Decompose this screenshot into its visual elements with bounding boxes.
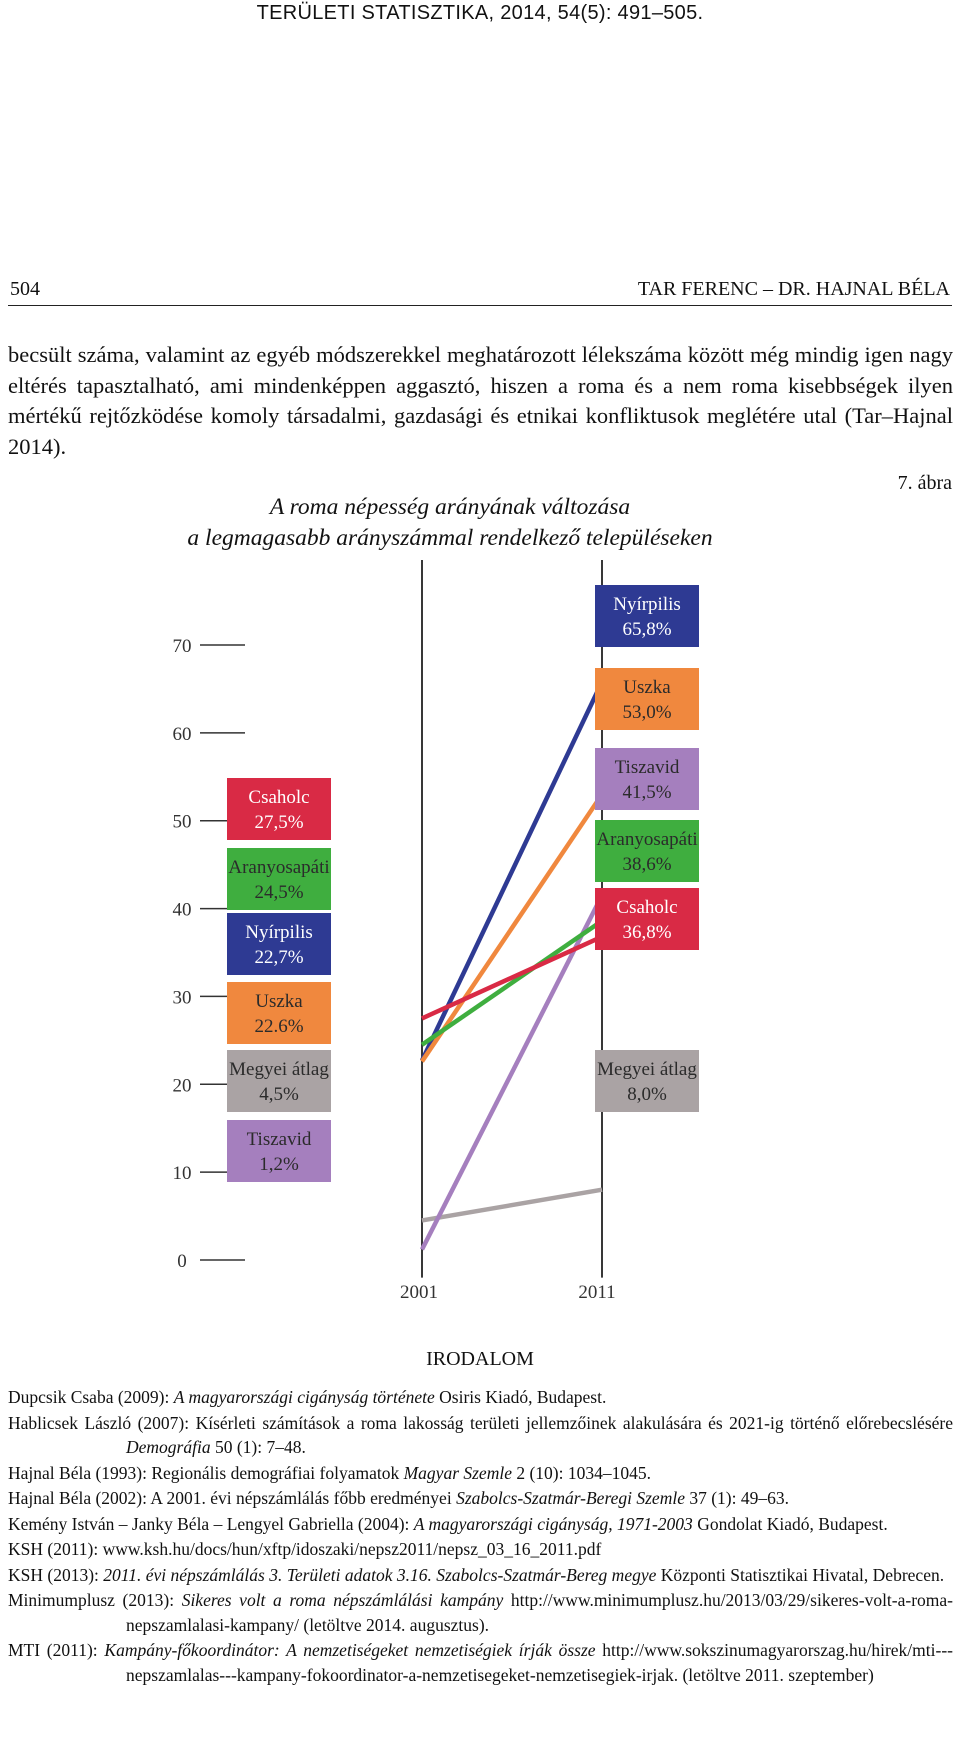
y-tick-label: 60 bbox=[173, 724, 192, 745]
x-tick-label: 2011 bbox=[578, 1282, 615, 1303]
reference-title: Szabolcs-Szatmár-Beregi Szemle bbox=[456, 1488, 685, 1508]
series-label-box bbox=[595, 1050, 699, 1112]
series-label-value: 53,0% bbox=[622, 702, 671, 723]
page-number: 504 bbox=[10, 278, 40, 300]
reference-item: Hajnal Béla (1993): Regionális demográfi… bbox=[8, 1461, 953, 1486]
series-label-box bbox=[595, 888, 699, 950]
series-label-box bbox=[595, 748, 699, 810]
reference-text: Hajnal Béla (2002): A 2001. évi népszáml… bbox=[8, 1488, 457, 1508]
series-label-box bbox=[595, 585, 699, 647]
reference-text: MTI (2011): bbox=[8, 1640, 105, 1660]
series-label-name: Aranyosapáti bbox=[228, 857, 329, 878]
references-list: Dupcsik Csaba (2009): A magyarországi ci… bbox=[8, 1385, 953, 1688]
reference-item: KSH (2011): www.ksh.hu/docs/hun/xftp/ido… bbox=[8, 1537, 953, 1562]
series-label-value: 36,8% bbox=[622, 922, 671, 943]
series-label-name: Uszka bbox=[623, 677, 671, 698]
series-label-name: Nyírpilis bbox=[613, 594, 681, 615]
series-label-name: Tiszavid bbox=[615, 757, 680, 778]
series-label-value: 65,8% bbox=[622, 619, 671, 640]
series-label-box bbox=[227, 1050, 331, 1112]
series-label-name: Tiszavid bbox=[247, 1129, 312, 1150]
journal-header: TERÜLETI STATISZTIKA, 2014, 54(5): 491–5… bbox=[256, 2, 704, 24]
reference-text: Hajnal Béla (1993): Regionális demográfi… bbox=[8, 1462, 404, 1483]
reference-title: A magyarországi cigányság története bbox=[173, 1387, 435, 1407]
reference-item: MTI (2011): Kampány-főkoordinátor: A nem… bbox=[8, 1638, 953, 1687]
figure-label: 7. ábra bbox=[897, 472, 952, 494]
y-tick-label: 70 bbox=[173, 636, 192, 657]
header-rule bbox=[8, 305, 952, 306]
series-label-value: 22,7% bbox=[254, 947, 303, 968]
reference-text: Hablicsek László (2007): Kísérleti számí… bbox=[8, 1412, 953, 1433]
series-label-box bbox=[595, 668, 699, 730]
reference-source: 2 (10): 1034–1045. bbox=[511, 1462, 652, 1483]
reference-item: Kemény István – Janky Béla – Lengyel Gab… bbox=[8, 1512, 953, 1537]
reference-source: 37 (1): 49–63. bbox=[684, 1488, 789, 1508]
reference-text: Minimumplusz (2013): bbox=[8, 1590, 182, 1610]
series-line-megyei-tlag bbox=[421, 1187, 603, 1223]
reference-title: Sikeres volt a roma népszámlálási kampán… bbox=[181, 1590, 504, 1610]
series-label-name: Megyei átlag bbox=[229, 1059, 329, 1080]
y-tick-label: 50 bbox=[173, 812, 192, 833]
reference-source: Gondolat Kiadó, Budapest. bbox=[692, 1513, 888, 1534]
reference-title: 2011. évi népszámlálás 3. Területi adato… bbox=[103, 1564, 657, 1585]
series-label-value: 22.6% bbox=[254, 1016, 303, 1037]
reference-title: Demográfia bbox=[126, 1437, 211, 1457]
series-label-box bbox=[227, 982, 331, 1044]
reference-item: Hajnal Béla (2002): A 2001. évi népszáml… bbox=[8, 1486, 953, 1511]
series-label-value: 38,6% bbox=[622, 854, 671, 875]
references-heading: IRODALOM bbox=[426, 1348, 534, 1370]
series-label-value: 41,5% bbox=[622, 782, 671, 803]
x-tick-label: 2001 bbox=[400, 1282, 438, 1303]
series-label-name: Aranyosapáti bbox=[596, 829, 697, 850]
series-label-box bbox=[227, 1120, 331, 1182]
series-label-box bbox=[227, 913, 331, 975]
body-paragraph: becsült száma, valamint az egyéb módszer… bbox=[8, 342, 953, 459]
reference-text: Kemény István – Janky Béla – Lengyel Gab… bbox=[8, 1513, 414, 1534]
reference-title: A magyarországi cigányság, 1971-2003 bbox=[413, 1513, 693, 1534]
series-label-value: 24,5% bbox=[254, 882, 303, 903]
y-tick-label: 0 bbox=[177, 1251, 187, 1272]
reference-text: KSH (2013): bbox=[8, 1564, 104, 1585]
series-label-box bbox=[595, 820, 699, 882]
series-label-value: 4,5% bbox=[259, 1084, 299, 1105]
reference-title: Magyar Szemle bbox=[403, 1462, 512, 1483]
figure-title: A roma népesség arányának változása a le… bbox=[0, 492, 960, 554]
reference-source: http://www.minimumplusz.hu/2013/03/29/si… bbox=[126, 1590, 953, 1635]
series-label-name: Csaholc bbox=[248, 787, 309, 808]
reference-item: KSH (2013): 2011. évi népszámlálás 3. Te… bbox=[8, 1563, 953, 1588]
series-label-value: 27,5% bbox=[254, 812, 303, 833]
series-label-name: Uszka bbox=[255, 991, 303, 1012]
y-tick-label: 10 bbox=[173, 1163, 192, 1184]
reference-text: Dupcsik Csaba (2009): bbox=[8, 1387, 174, 1407]
y-tick-label: 30 bbox=[173, 987, 192, 1008]
y-tick-label: 20 bbox=[173, 1075, 192, 1096]
series-line-uszka bbox=[420, 793, 604, 1063]
series-line-csaholc bbox=[421, 934, 603, 1021]
series-label-value: 1,2% bbox=[259, 1154, 299, 1175]
line-chart: %01020304050607020012011Csaholc27,5%Aran… bbox=[173, 560, 699, 1303]
series-label-value: 8,0% bbox=[627, 1084, 667, 1105]
series-line-tiszavid bbox=[419, 894, 605, 1251]
reference-source: Központi Statisztikai Hivatal, Debrecen. bbox=[656, 1564, 945, 1585]
figure-title-line-1: A roma népesség arányának változása bbox=[269, 494, 631, 520]
reference-item: Hablicsek László (2007): Kísérleti számí… bbox=[8, 1411, 953, 1460]
reference-source: 50 (1): 7–48. bbox=[210, 1437, 306, 1457]
reference-title: Kampány-főkoordinátor: A nemzetiségeket … bbox=[104, 1640, 596, 1660]
running-head-authors: TAR FERENC – DR. HAJNAL BÉLA bbox=[637, 278, 950, 300]
series-label-name: Megyei átlag bbox=[597, 1059, 697, 1080]
series-label-box bbox=[227, 778, 331, 840]
reference-source: http://www.sokszinumagyarorszag.hu/hirek… bbox=[126, 1640, 953, 1685]
reference-item: Minimumplusz (2013): Sikeres volt a roma… bbox=[8, 1588, 953, 1637]
series-line-ny-rpilis bbox=[419, 680, 605, 1062]
series-label-name: Nyírpilis bbox=[245, 922, 313, 943]
y-tick-label: 40 bbox=[173, 900, 192, 921]
reference-source: Osiris Kiadó, Budapest. bbox=[434, 1387, 607, 1407]
reference-text: KSH (2011): www.ksh.hu/docs/hun/xftp/ido… bbox=[8, 1539, 602, 1559]
figure-title-line-2: a legmagasabb arányszámmal rendelkező te… bbox=[187, 525, 713, 551]
series-label-name: Csaholc bbox=[616, 897, 677, 918]
series-line-aranyosap-ti bbox=[420, 919, 604, 1047]
reference-item: Dupcsik Csaba (2009): A magyarországi ci… bbox=[8, 1385, 953, 1410]
series-label-box bbox=[227, 848, 331, 910]
